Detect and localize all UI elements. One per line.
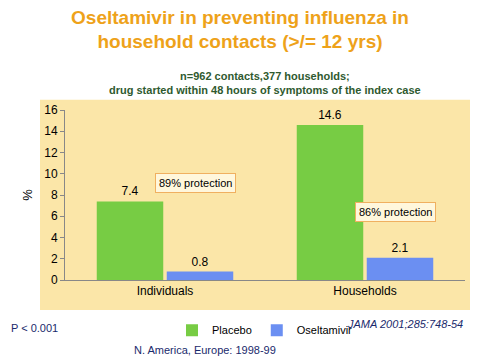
svg-text:%: %	[20, 189, 35, 201]
svg-text:0: 0	[51, 273, 58, 287]
svg-text:Households: Households	[333, 284, 396, 298]
svg-text:Individuals: Individuals	[137, 284, 194, 298]
svg-text:N. America, Europe: 1998-99: N. America, Europe: 1998-99	[134, 344, 276, 356]
svg-text:P < 0.001: P < 0.001	[11, 322, 58, 334]
svg-text:2: 2	[51, 252, 58, 266]
svg-text:8: 8	[51, 188, 58, 202]
svg-text:Placebo: Placebo	[212, 324, 252, 336]
svg-text:89% protection: 89% protection	[159, 177, 232, 189]
svg-text:0.8: 0.8	[191, 255, 208, 269]
svg-text:86% protection: 86% protection	[359, 206, 432, 218]
svg-text:7.4: 7.4	[121, 184, 138, 198]
svg-text:JAMA 2001;285:748-54: JAMA 2001;285:748-54	[347, 318, 463, 330]
svg-text:Oseltamivir in preventing infl: Oseltamivir in preventing influenza inho…	[71, 7, 409, 53]
svg-text:4: 4	[51, 231, 58, 245]
svg-text:6: 6	[51, 209, 58, 223]
svg-text:12: 12	[44, 146, 58, 160]
svg-text:Oseltamivir: Oseltamivir	[297, 324, 352, 336]
svg-text:16: 16	[44, 103, 58, 117]
svg-text:2.1: 2.1	[391, 241, 408, 255]
svg-text:14.6: 14.6	[318, 108, 342, 122]
svg-text:14: 14	[44, 124, 58, 138]
svg-text:10: 10	[44, 167, 58, 181]
svg-text:n=962 contacts,377 households;: n=962 contacts,377 households;drug start…	[109, 70, 421, 96]
